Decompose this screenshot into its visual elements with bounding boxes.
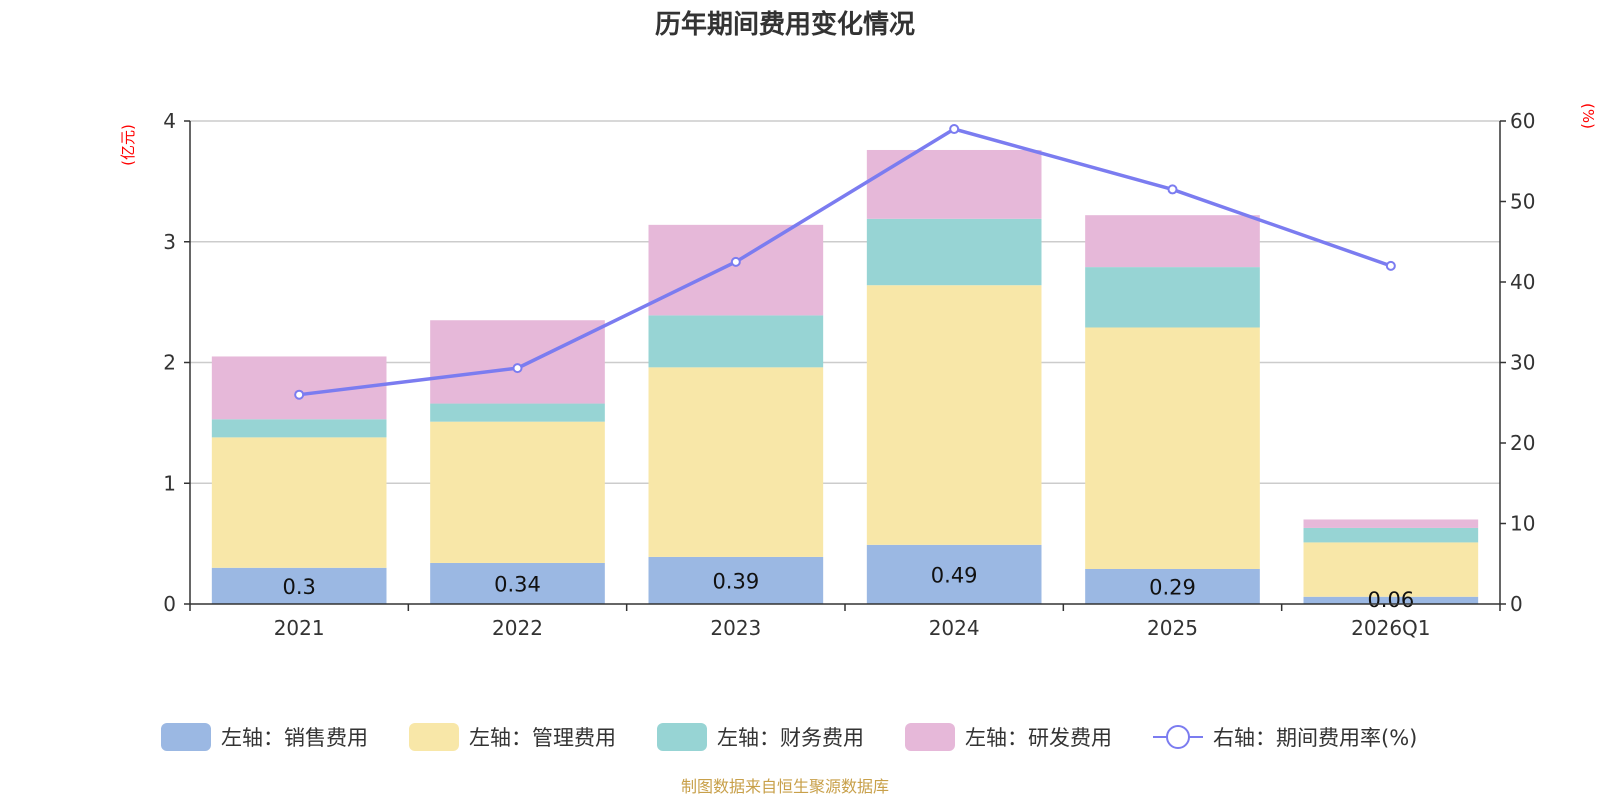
bar-segment	[211, 437, 387, 568]
bar-labels: 0.3 0.34 0.39 0.49 0.29 0.06	[282, 563, 1414, 612]
left-axis-tick-label: 0	[163, 592, 176, 616]
x-axis-tick-label: 2021	[274, 616, 325, 640]
bar-value-label: 0.49	[931, 563, 978, 587]
bar-segment	[648, 315, 824, 368]
right-axis-tick-label: 20	[1510, 431, 1535, 455]
expense-rate-line-path	[298, 127, 1392, 397]
legend-swatch	[657, 723, 707, 751]
bar-value-label: 0.06	[1367, 588, 1414, 612]
legend-swatch	[161, 723, 211, 751]
bar-segment	[1085, 568, 1260, 604]
bar-segment	[1303, 542, 1479, 597]
bar-segment	[866, 149, 1042, 219]
legend-marker-icon	[1166, 725, 1190, 749]
right-axis-tick-label: 60	[1510, 109, 1535, 133]
bar-segment	[1085, 267, 1260, 328]
bar-value-label: 0.3	[282, 575, 315, 599]
right-axis-tick-label: 40	[1510, 270, 1535, 294]
gridlines	[190, 120, 1500, 484]
legend-swatch	[409, 723, 459, 751]
bar-segment	[211, 419, 387, 438]
bar-segment	[866, 544, 1042, 604]
bar-value-label: 0.39	[712, 569, 759, 593]
expense-rate-point	[1385, 260, 1396, 271]
x-axis-tick-label: 2024	[929, 616, 980, 640]
left-axis-unit: (亿元)	[119, 124, 137, 166]
left-axis-tick-label: 4	[163, 109, 176, 133]
legend-label: 右轴：期间费用率(%)	[1213, 726, 1417, 750]
data-source-note: 制图数据来自恒生聚源数据库	[681, 777, 889, 796]
left-axis-tick-label: 1	[163, 471, 176, 495]
expense-rate-point	[949, 124, 960, 135]
legend-label: 左轴：研发费用	[965, 726, 1112, 750]
x-axis-tick-label: 2022	[492, 616, 543, 640]
right-axis-unit: (%)	[1579, 103, 1597, 129]
right-axis-tick-label: 50	[1510, 190, 1535, 214]
expense-rate-point	[1167, 184, 1178, 195]
stacked-bars	[211, 149, 1479, 604]
right-axis-tick-label: 10	[1510, 512, 1535, 536]
bar-segment	[648, 367, 824, 557]
legend-swatch	[905, 723, 955, 751]
bar-segment	[866, 285, 1042, 545]
right-axis-tick-label: 0	[1510, 592, 1523, 616]
expense-rate-line	[294, 124, 1396, 400]
expense-rate-point	[730, 256, 741, 267]
bar-segment	[430, 403, 605, 422]
bar-segment	[1085, 215, 1260, 268]
bar-segment	[430, 562, 605, 604]
legend-label: 左轴：财务费用	[717, 726, 864, 750]
legend: 左轴：销售费用 左轴：管理费用 左轴：财务费用 左轴：研发费用 右轴：期间费用率(%)	[161, 723, 1417, 751]
legend-label: 左轴：管理费用	[469, 726, 616, 750]
bar-segment	[1303, 519, 1479, 528]
left-axis-tick-label: 2	[163, 351, 176, 375]
expense-rate-point	[512, 363, 523, 374]
bar-segment	[1303, 527, 1479, 543]
bar-segment	[1303, 596, 1479, 604]
x-axis-tick-label: 2026Q1	[1351, 616, 1430, 640]
right-axis-tick-label: 30	[1510, 351, 1535, 375]
bar-value-label: 0.34	[494, 572, 541, 596]
left-axis-tick-label: 3	[163, 230, 176, 254]
bar-segment	[648, 556, 824, 604]
legend-label: 左轴：销售费用	[221, 726, 368, 750]
bar-segment	[1085, 327, 1260, 569]
bar-segment	[648, 224, 824, 316]
bar-segment	[430, 320, 605, 404]
bar-value-label: 0.29	[1149, 575, 1196, 599]
bar-segment	[211, 567, 387, 604]
x-axis-tick-label: 2023	[710, 616, 761, 640]
bar-segment	[430, 421, 605, 563]
expense-rate-point	[294, 389, 305, 400]
x-axis-tick-label: 2025	[1147, 616, 1198, 640]
bar-segment	[866, 218, 1042, 286]
chart-title: 历年期间费用变化情况	[655, 9, 915, 40]
